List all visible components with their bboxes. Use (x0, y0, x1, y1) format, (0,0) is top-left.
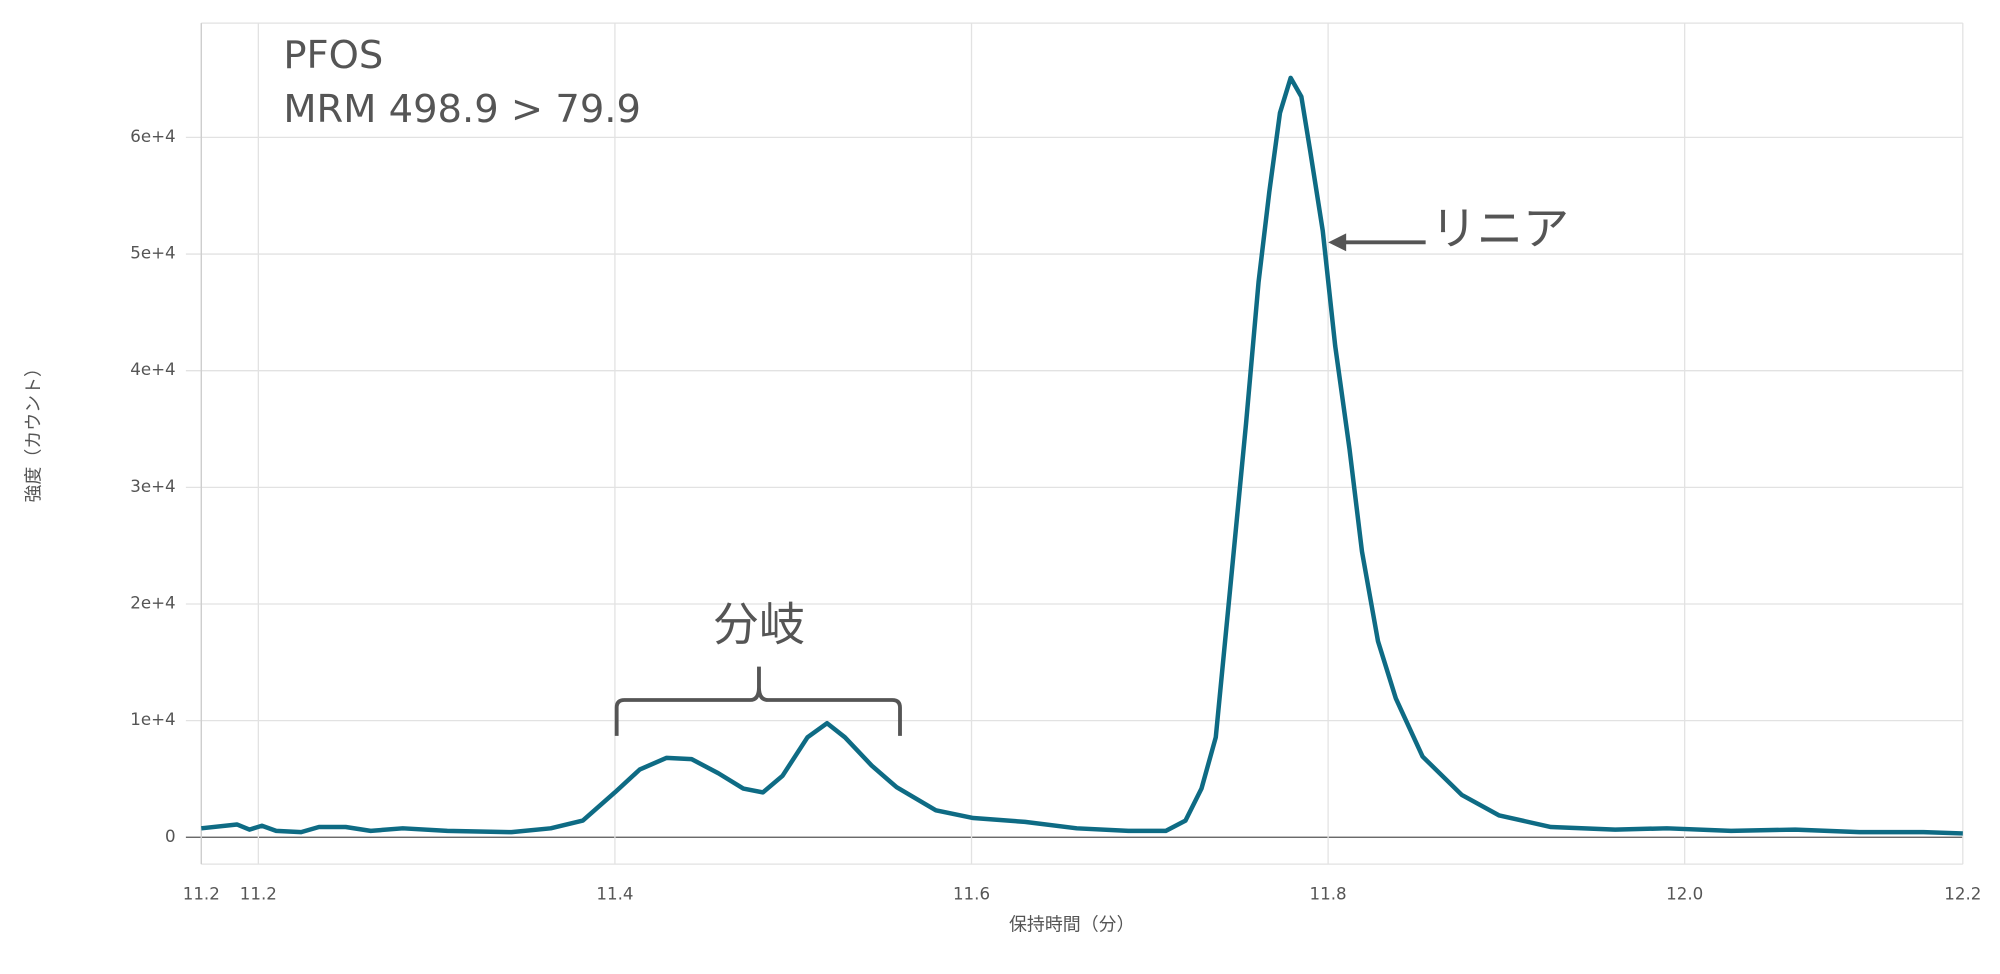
annotation: リニア (1431, 202, 1569, 256)
y-axis-label: 強度（カウント） (24, 359, 45, 503)
chart-subtitle: MRM 498.9 > 79.9 (283, 87, 641, 132)
data-line (201, 75, 1963, 836)
x-tick-label: 11.6 (953, 884, 990, 903)
y-tick-label: 2e+4 (130, 593, 175, 612)
x-tick-label: 12.2 (1944, 884, 1981, 903)
bracket (614, 666, 902, 736)
x-tick-label: 12.0 (1666, 884, 1703, 903)
x-axis-label: 保持時間（分） (1009, 915, 1135, 936)
y-tick-label: 0 (165, 827, 176, 846)
y-tick-label: 4e+4 (130, 360, 175, 379)
y-tick-label: 5e+4 (130, 244, 175, 263)
x-tick-label: 11.2 (240, 884, 277, 903)
y-tick-label: 1e+4 (130, 710, 175, 729)
x-tick-label: 11.2 (183, 884, 220, 903)
chart-title: PFOS (283, 33, 383, 78)
x-tick-label: 11.8 (1310, 884, 1347, 903)
x-tick-label: 11.4 (596, 884, 633, 903)
annotation: 分岐 (713, 598, 805, 652)
y-tick-label: 3e+4 (130, 477, 175, 496)
arrow-head (1328, 233, 1347, 252)
plot-area: 0 1e+4 2e+4 3e+4 4e+4 5e+4 6e+4 11.2 11.2 11.4 11.… (130, 22, 1981, 903)
y-tick-label: 6e+4 (130, 127, 175, 146)
